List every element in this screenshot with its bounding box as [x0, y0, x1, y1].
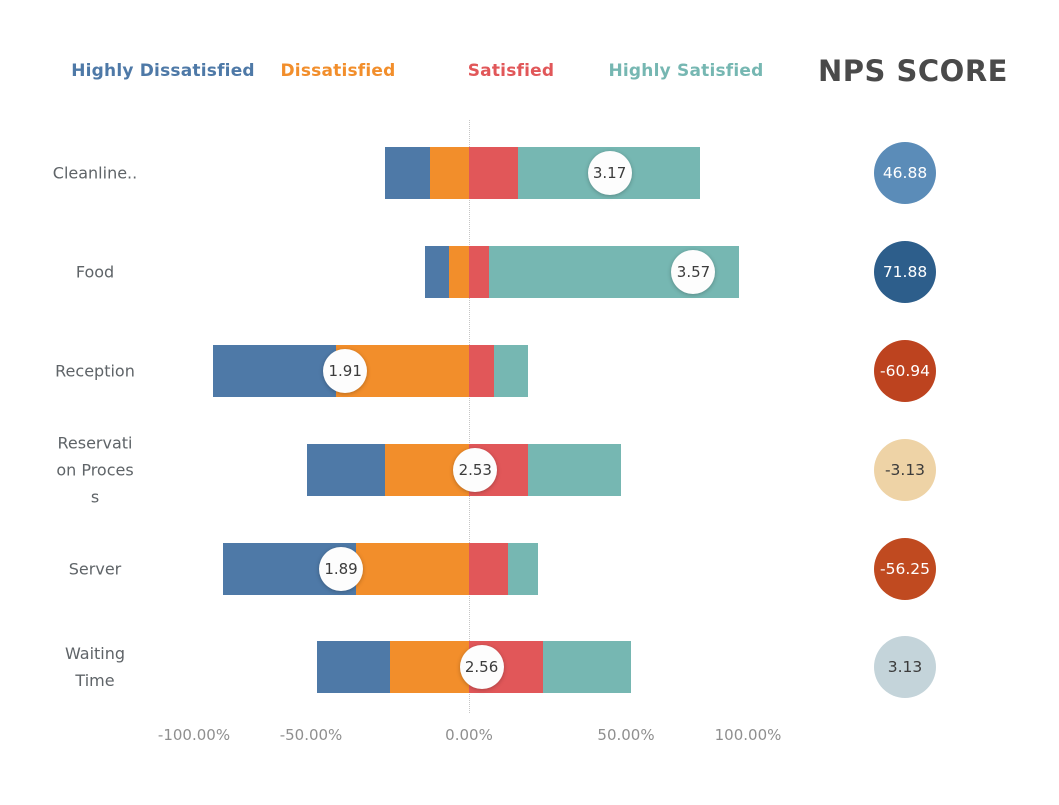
bar-segment-dissatisfied[interactable]: [429, 147, 469, 199]
row-label-line: Waiting: [64, 644, 126, 663]
row-label-line: s: [90, 487, 100, 507]
x-axis-tick-label: 100.00%: [714, 726, 782, 744]
row-label: Waiting Time: [65, 640, 125, 694]
zero-reference-line: [469, 120, 470, 713]
avg-score-circle[interactable]: 2.53: [453, 448, 498, 492]
bar-segment-highly-dissatisfied[interactable]: [306, 444, 386, 496]
x-axis-tick-label: 50.00%: [597, 726, 655, 744]
legend-item-satisfied[interactable]: Satisfied: [467, 61, 555, 81]
legend-item-highly-satisfied[interactable]: Highly Satisfied: [608, 61, 764, 81]
row-label: Server: [69, 556, 121, 583]
avg-score-circle[interactable]: 3.17: [587, 151, 632, 195]
bar-segment-satisfied[interactable]: [469, 543, 509, 595]
x-axis-tick-label: 0.00%: [445, 726, 493, 744]
row-label: Cleanline..: [53, 160, 137, 187]
nps-score-column-title: NPS SCORE: [818, 54, 1008, 88]
nps-score-circle[interactable]: -3.13: [874, 439, 936, 501]
bar-segment-satisfied[interactable]: [469, 345, 494, 397]
avg-score-circle[interactable]: 2.56: [459, 645, 504, 689]
bar-segment-highly-dissatisfied[interactable]: [424, 246, 450, 298]
nps-score-circle[interactable]: 71.88: [874, 241, 936, 303]
bar-segment-highly-satisfied[interactable]: [508, 543, 538, 595]
x-axis-tick-label: -50.00%: [279, 726, 343, 744]
avg-score-circle[interactable]: 1.89: [319, 547, 364, 591]
row-label-line: Time: [75, 671, 115, 690]
row-label-line: Cleanline..: [52, 163, 138, 183]
x-axis-tick-label: -100.00%: [157, 726, 231, 744]
nps-score-circle[interactable]: -56.25: [874, 538, 936, 600]
row-label-line: on Proces: [56, 460, 134, 480]
legend-item-highly-dissatisfied[interactable]: Highly Dissatisfied: [71, 61, 255, 81]
row-label: Reception: [55, 358, 135, 385]
row-label: Food: [76, 259, 114, 286]
row-label-line: Food: [75, 262, 115, 282]
bar-segment-highly-dissatisfied[interactable]: [385, 147, 430, 199]
bar-segment-satisfied[interactable]: [469, 147, 519, 199]
bar-segment-highly-dissatisfied[interactable]: [213, 345, 337, 397]
avg-score-circle[interactable]: 1.91: [323, 349, 368, 393]
row-label-line: Reservati: [57, 433, 133, 453]
legend-item-dissatisfied[interactable]: Dissatisfied: [280, 61, 396, 81]
avg-score-circle[interactable]: 3.57: [671, 250, 716, 294]
bar-segment-satisfied[interactable]: [469, 246, 489, 298]
bar-segment-highly-satisfied[interactable]: [542, 641, 632, 693]
row-label: Reservati on Proces s: [56, 430, 133, 511]
bar-segment-highly-dissatisfied[interactable]: [316, 641, 391, 693]
bar-segment-highly-satisfied[interactable]: [528, 444, 622, 496]
bar-segment-highly-satisfied[interactable]: [493, 345, 528, 397]
bar-segment-dissatisfied[interactable]: [390, 641, 469, 693]
nps-score-circle[interactable]: -60.94: [874, 340, 936, 402]
bar-segment-dissatisfied[interactable]: [449, 246, 469, 298]
row-label-line: Server: [68, 559, 122, 579]
bar-segment-dissatisfied[interactable]: [355, 543, 469, 595]
nps-score-circle[interactable]: 3.13: [874, 636, 936, 698]
row-label-line: Reception: [55, 361, 135, 381]
nps-score-circle[interactable]: 46.88: [874, 142, 936, 204]
